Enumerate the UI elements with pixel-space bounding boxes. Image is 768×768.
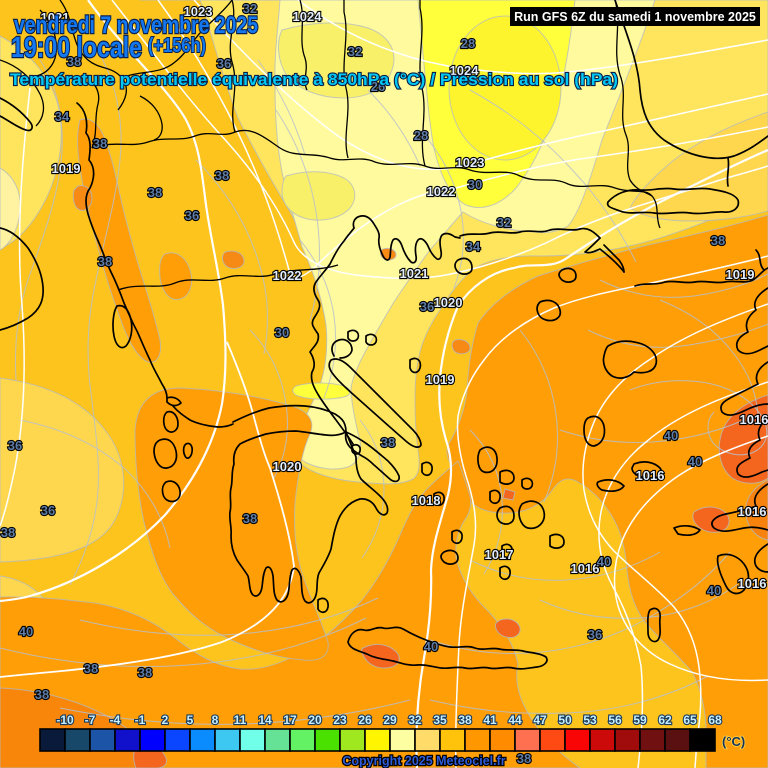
- svg-text:Température potentielle équiva: Température potentielle équivalente à 85…: [10, 70, 618, 89]
- svg-text:1016: 1016: [571, 561, 600, 576]
- svg-text:35: 35: [433, 713, 447, 727]
- svg-text:1023: 1023: [456, 155, 485, 170]
- svg-text:28: 28: [461, 36, 475, 51]
- svg-text:1018: 1018: [412, 493, 441, 508]
- svg-text:38: 38: [1, 525, 15, 540]
- svg-text:14: 14: [258, 713, 272, 727]
- svg-text:40: 40: [597, 554, 611, 569]
- svg-text:28: 28: [414, 128, 428, 143]
- svg-text:53: 53: [583, 713, 597, 727]
- svg-text:38: 38: [93, 136, 107, 151]
- svg-text:32: 32: [348, 44, 362, 59]
- svg-text:1024: 1024: [293, 9, 323, 24]
- svg-text:41: 41: [483, 713, 497, 727]
- svg-text:40: 40: [424, 639, 438, 654]
- svg-text:50: 50: [558, 713, 572, 727]
- svg-text:1023: 1023: [184, 4, 213, 19]
- svg-text:36: 36: [588, 627, 602, 642]
- svg-text:34: 34: [466, 239, 481, 254]
- svg-text:40: 40: [19, 624, 33, 639]
- svg-text:1019: 1019: [426, 372, 455, 387]
- svg-text:38: 38: [67, 54, 81, 69]
- svg-text:1020: 1020: [434, 295, 463, 310]
- svg-text:1016: 1016: [738, 576, 767, 591]
- svg-text:32: 32: [497, 215, 511, 230]
- svg-text:(°C): (°C): [722, 734, 745, 749]
- svg-text:26: 26: [358, 713, 372, 727]
- svg-text:20: 20: [308, 713, 322, 727]
- svg-text:Copyright 2025 Meteociel.fr: Copyright 2025 Meteociel.fr: [342, 754, 505, 768]
- svg-text:1016: 1016: [738, 504, 767, 519]
- svg-text:30: 30: [275, 325, 289, 340]
- svg-text:44: 44: [508, 713, 522, 727]
- svg-text:1021: 1021: [41, 10, 70, 25]
- svg-text:38: 38: [711, 233, 725, 248]
- svg-text:40: 40: [707, 583, 721, 598]
- svg-text:1020: 1020: [273, 459, 302, 474]
- svg-text:38: 38: [98, 254, 112, 269]
- svg-text:36: 36: [41, 503, 55, 518]
- svg-text:1022: 1022: [273, 268, 302, 283]
- svg-text:36: 36: [185, 208, 199, 223]
- svg-text:38: 38: [84, 661, 98, 676]
- svg-text:65: 65: [683, 713, 697, 727]
- svg-text:38: 38: [148, 185, 162, 200]
- svg-text:36: 36: [217, 56, 231, 71]
- svg-text:-7: -7: [85, 713, 96, 727]
- svg-text:38: 38: [381, 435, 395, 450]
- svg-text:1024: 1024: [450, 63, 480, 78]
- svg-text:Run GFS 6Z du samedi 1 novembr: Run GFS 6Z du samedi 1 novembre 2025: [514, 10, 756, 24]
- svg-text:8: 8: [212, 713, 219, 727]
- svg-text:56: 56: [608, 713, 622, 727]
- svg-text:38: 38: [138, 665, 152, 680]
- svg-text:1019: 1019: [726, 267, 755, 282]
- svg-text:29: 29: [383, 713, 397, 727]
- svg-text:2: 2: [162, 713, 169, 727]
- svg-text:32: 32: [408, 713, 422, 727]
- svg-text:30: 30: [468, 177, 482, 192]
- svg-text:1017: 1017: [485, 547, 514, 562]
- svg-text:1016: 1016: [740, 412, 768, 427]
- svg-text:38: 38: [35, 687, 49, 702]
- svg-text:-10: -10: [56, 713, 74, 727]
- svg-text:68: 68: [708, 713, 722, 727]
- svg-text:1016: 1016: [636, 468, 665, 483]
- svg-text:1022: 1022: [427, 184, 456, 199]
- svg-text:34: 34: [55, 109, 70, 124]
- svg-text:-1: -1: [135, 713, 146, 727]
- svg-text:38: 38: [215, 168, 229, 183]
- svg-text:(+156h): (+156h): [148, 35, 206, 57]
- svg-text:38: 38: [243, 511, 257, 526]
- svg-text:38: 38: [458, 713, 472, 727]
- svg-text:32: 32: [243, 1, 257, 16]
- svg-text:11: 11: [234, 713, 247, 727]
- svg-text:40: 40: [688, 454, 702, 469]
- svg-text:47: 47: [533, 713, 547, 727]
- svg-text:-4: -4: [110, 713, 121, 727]
- svg-text:62: 62: [658, 713, 672, 727]
- svg-text:26: 26: [371, 79, 385, 94]
- svg-text:vendredi 7 novembre 2025: vendredi 7 novembre 2025: [14, 12, 258, 39]
- svg-text:1019: 1019: [52, 161, 81, 176]
- svg-text:19:00 locale: 19:00 locale: [11, 32, 142, 64]
- svg-text:36: 36: [8, 438, 22, 453]
- svg-text:5: 5: [187, 713, 194, 727]
- svg-text:1021: 1021: [400, 266, 429, 281]
- svg-text:23: 23: [333, 713, 347, 727]
- svg-text:36: 36: [420, 299, 434, 314]
- svg-text:40: 40: [664, 428, 678, 443]
- svg-text:17: 17: [283, 713, 297, 727]
- svg-text:38: 38: [517, 751, 531, 766]
- svg-text:59: 59: [633, 713, 647, 727]
